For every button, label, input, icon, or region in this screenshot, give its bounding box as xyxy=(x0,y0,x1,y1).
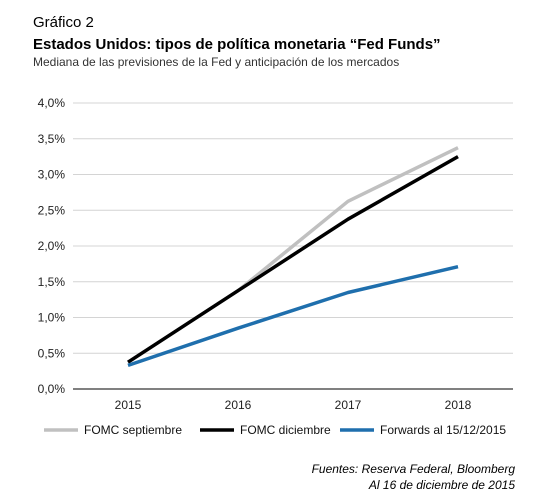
y-tick-label: 4,0% xyxy=(38,96,66,110)
source-note: Fuentes: Reserva Federal, Bloomberg xyxy=(311,462,515,476)
y-tick-label: 2,0% xyxy=(38,239,66,253)
chart-subtitle: Mediana de las previsiones de la Fed y a… xyxy=(33,55,400,69)
y-tick-label: 0,0% xyxy=(38,382,66,396)
grid-lines xyxy=(73,102,513,354)
series-line-2 xyxy=(127,155,459,364)
legend-label: Forwards al 15/12/2015 xyxy=(380,423,506,437)
y-tick-label: 2,5% xyxy=(38,203,66,217)
legend-label: FOMC septiembre xyxy=(84,423,182,437)
x-tick-label: 2016 xyxy=(225,398,252,412)
legend: FOMC septiembre FOMC diciembre Forwards al… xyxy=(44,423,506,437)
y-tick-label: 3,5% xyxy=(38,132,66,146)
date-note: Al 16 de diciembre de 2015 xyxy=(368,478,515,492)
chart-title: Estados Unidos: tipos de política moneta… xyxy=(33,36,441,53)
y-tick-label: 0,5% xyxy=(38,346,66,360)
series-line-3 xyxy=(127,264,459,368)
y-tick-labels: 0,0% 0,5% 1,0% 1,5% 2,0% 2,5% 3,0% 3,5% 4,0% xyxy=(38,96,66,396)
y-tick-label: 1,0% xyxy=(38,311,66,325)
x-tick-label: 2018 xyxy=(445,398,472,412)
legend-label: FOMC diciembre xyxy=(240,423,331,437)
x-tick-label: 2015 xyxy=(115,398,142,412)
y-tick-label: 3,0% xyxy=(38,168,66,182)
series-lines xyxy=(127,146,459,368)
chart-label: Gráfico 2 xyxy=(33,14,94,31)
x-tick-label: 2017 xyxy=(335,398,362,412)
x-tick-labels: 2015 2016 2017 2018 xyxy=(115,398,472,412)
y-tick-label: 1,5% xyxy=(38,275,66,289)
